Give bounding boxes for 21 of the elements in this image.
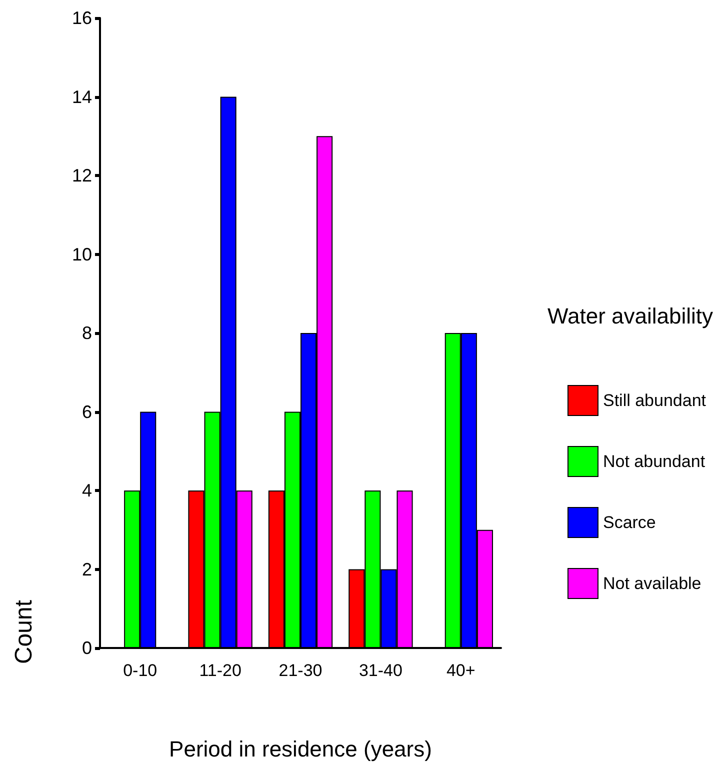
y-tick-label: 6: [82, 402, 92, 422]
y-tick-label: 16: [72, 8, 92, 28]
x-tick-label: 0-10: [123, 661, 158, 680]
y-axis-title: Count: [10, 600, 38, 664]
x-axis-title: Period in residence (years): [169, 736, 432, 762]
legend-label: Scarce: [602, 513, 656, 532]
legend-label: Not abundant: [602, 452, 706, 471]
legend-title: Water availability: [548, 304, 714, 328]
x-tick-label: 31-40: [358, 661, 402, 680]
y-tick-label: 8: [82, 323, 92, 343]
y-tick-label: 0: [82, 638, 92, 658]
x-tick-label: 40+: [446, 661, 476, 680]
x-tick-label: 11-20: [199, 661, 242, 680]
legend-label: Still abundant: [602, 391, 706, 410]
y-tick-label: 14: [72, 86, 92, 107]
y-tick-label: 4: [82, 480, 92, 500]
y-tick-label: 12: [72, 166, 92, 186]
x-tick-label: 21-30: [278, 661, 322, 680]
y-tick-label: 2: [82, 559, 92, 580]
y-tick-label: 10: [72, 244, 92, 264]
legend-label: Not available: [602, 574, 702, 593]
